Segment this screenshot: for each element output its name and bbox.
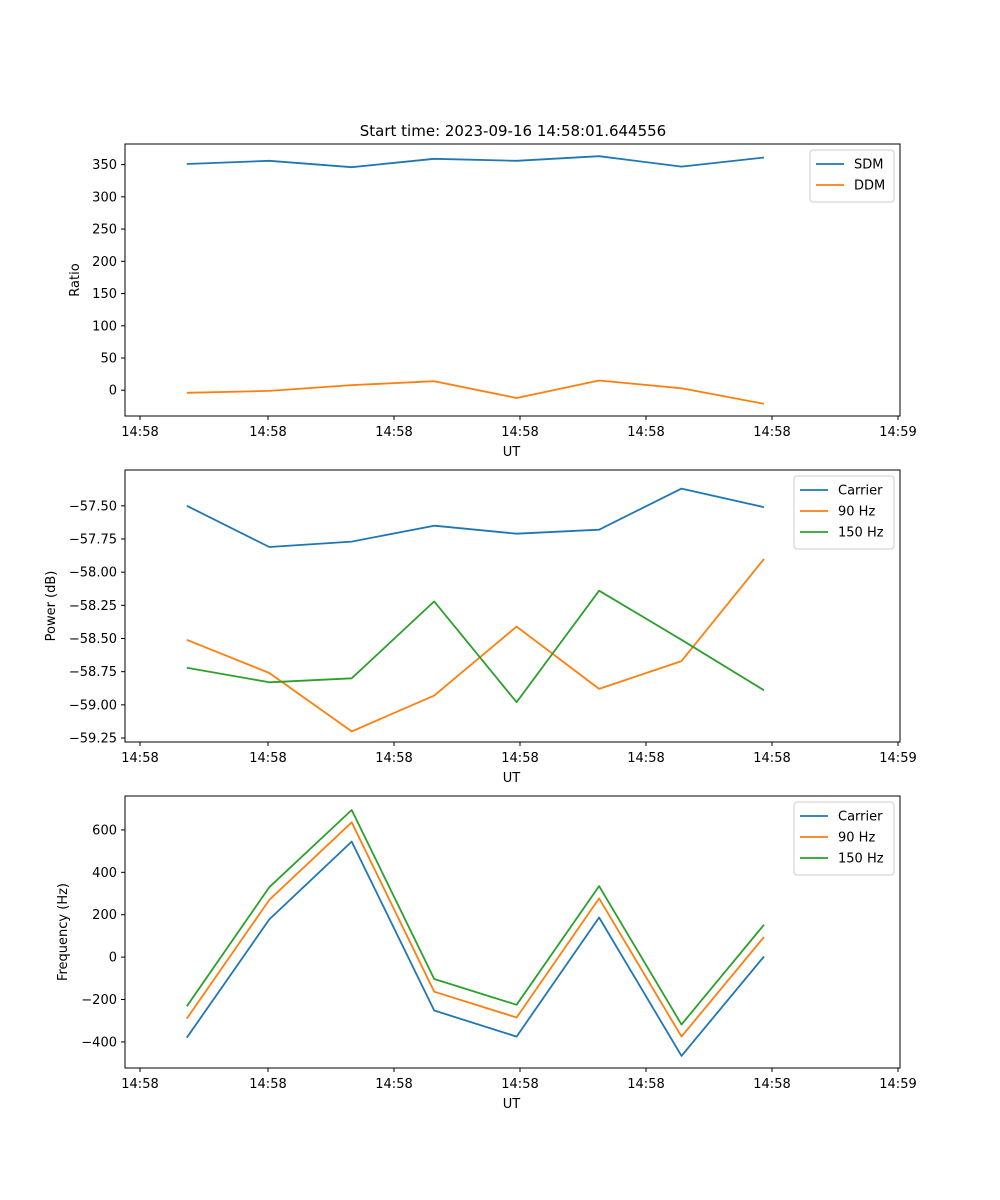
x-tick-label: 14:59 [879,1077,916,1092]
figure-title: Start time: 2023-09-16 14:58:01.644556 [360,122,666,140]
legend: Carrier 90 Hz 150 Hz [793,801,895,876]
legend: Carrier 90 Hz 150 Hz [793,475,895,550]
y-tick-label: −57.50 [69,499,117,514]
x-tick-label: 14:58 [627,425,664,440]
x-tick-label: 14:58 [375,1077,412,1092]
subplot-3: −400 −200 0 200 400 600 14:58 14:58 14:58 14:58 14… [56,795,917,1112]
y-tick-label: −200 [81,993,117,1008]
legend-label: Carrier [838,810,883,825]
y-tick-label: 400 [92,866,117,881]
series-line-ddm [186,379,765,405]
x-tick-label: 14:58 [375,425,412,440]
series-line-150-hz [186,809,765,1026]
x-axis-label: UT [503,1097,521,1112]
legend-label: 150 Hz [838,852,884,867]
y-tick-label: 250 [92,223,117,238]
series-line-carrier [186,487,765,548]
y-tick-label: −58.50 [69,632,117,647]
y-tick-label: −59.00 [69,698,117,713]
x-tick-label: 14:58 [753,751,790,766]
x-axis-label: UT [503,445,521,460]
legend: SDM DDM [809,149,895,203]
x-tick-label: 14:59 [879,751,916,766]
series-line-carrier [186,840,765,1057]
legend-box [793,475,895,550]
y-tick-label: 100 [92,319,117,334]
x-tick-label: 14:58 [627,751,664,766]
series-line-150-hz [186,589,765,704]
subplot-2: −59.25 −59.00 −58.75 −58.50 −58.25 −58.00 −57.… [44,469,917,786]
legend-label: SDM [854,158,883,173]
y-tick-label: 50 [100,351,117,366]
x-tick-label: 14:58 [121,425,158,440]
x-axis-label: UT [503,771,521,786]
x-tick-label: 14:58 [501,425,538,440]
x-tick-label: 14:58 [753,1077,790,1092]
y-tick-label: 350 [92,158,117,173]
y-tick-label: 150 [92,287,117,302]
x-tick-label: 14:58 [375,751,412,766]
x-tick-label: 14:58 [627,1077,664,1092]
y-tick-label: −58.00 [69,566,117,581]
series-line-90-hz [186,558,765,733]
y-tick-label: −58.75 [69,665,117,680]
legend-label: 150 Hz [838,526,884,541]
legend-label: DDM [854,179,885,194]
x-tick-label: 14:58 [501,1077,538,1092]
y-axis-label: Power (dB) [44,571,59,642]
x-tick-label: 14:58 [753,425,790,440]
legend-label: 90 Hz [838,831,875,846]
x-tick-label: 14:58 [501,751,538,766]
axes-frame [124,795,901,1069]
y-tick-label: 200 [92,908,117,923]
legend-label: Carrier [838,484,883,499]
legend-label: 90 Hz [838,505,875,520]
y-tick-label: 0 [109,951,117,966]
series-line-sdm [186,155,765,169]
legend-box [809,149,895,203]
subplot-1: 0 50 100 150 200 250 300 350 14:58 14:58 14:58 14:5… [68,143,917,460]
y-tick-label: 300 [92,190,117,205]
y-axis-label: Frequency (Hz) [56,883,71,981]
x-tick-label: 14:58 [121,751,158,766]
y-tick-label: −58.25 [69,599,117,614]
legend-box [793,801,895,876]
x-tick-label: 14:58 [249,425,286,440]
y-tick-label: −57.75 [69,532,117,547]
y-axis-label: Ratio [68,263,83,296]
y-tick-label: 600 [92,823,117,838]
series-line-90-hz [186,821,765,1038]
x-tick-label: 14:58 [249,1077,286,1092]
x-tick-label: 14:58 [121,1077,158,1092]
axes-frame [124,143,901,417]
x-tick-label: 14:59 [879,425,916,440]
x-tick-label: 14:58 [249,751,286,766]
y-tick-label: −400 [81,1035,117,1050]
y-tick-label: 0 [109,384,117,399]
y-tick-label: 200 [92,255,117,270]
y-tick-label: −59.25 [69,732,117,747]
axes-frame [124,469,901,743]
